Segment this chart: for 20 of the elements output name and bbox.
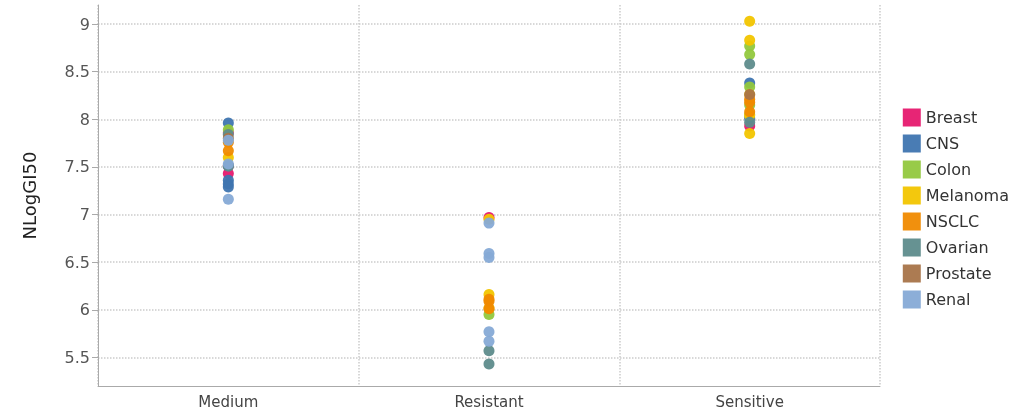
legend-label: Renal bbox=[925, 290, 971, 309]
y-tick-label: 5.5 bbox=[64, 347, 90, 367]
y-tick-label: 8 bbox=[79, 109, 90, 129]
y-tick-label: 9 bbox=[79, 14, 90, 34]
legend-label: NSCLC bbox=[925, 212, 980, 231]
x-tick-label: Medium bbox=[198, 392, 259, 411]
y-tick-label: 7 bbox=[79, 205, 90, 225]
y-axis-title: NLogGI50 bbox=[18, 151, 40, 240]
legend-label: Breast bbox=[925, 108, 978, 127]
y-tick-label: 6.5 bbox=[64, 252, 90, 272]
legend-label: CNS bbox=[925, 134, 960, 153]
legend-label: Prostate bbox=[925, 264, 992, 283]
legend-label: Colon bbox=[925, 160, 972, 179]
y-tick-label: 6 bbox=[79, 300, 90, 320]
y-tick-label: 7.5 bbox=[64, 157, 90, 177]
x-tick-label: Resistant bbox=[454, 392, 524, 411]
x-tick-label: Sensitive bbox=[715, 392, 784, 411]
y-tick-label: 8.5 bbox=[64, 62, 90, 82]
legend-label: Melanoma bbox=[925, 186, 1009, 205]
legend-label: Ovarian bbox=[925, 238, 989, 257]
